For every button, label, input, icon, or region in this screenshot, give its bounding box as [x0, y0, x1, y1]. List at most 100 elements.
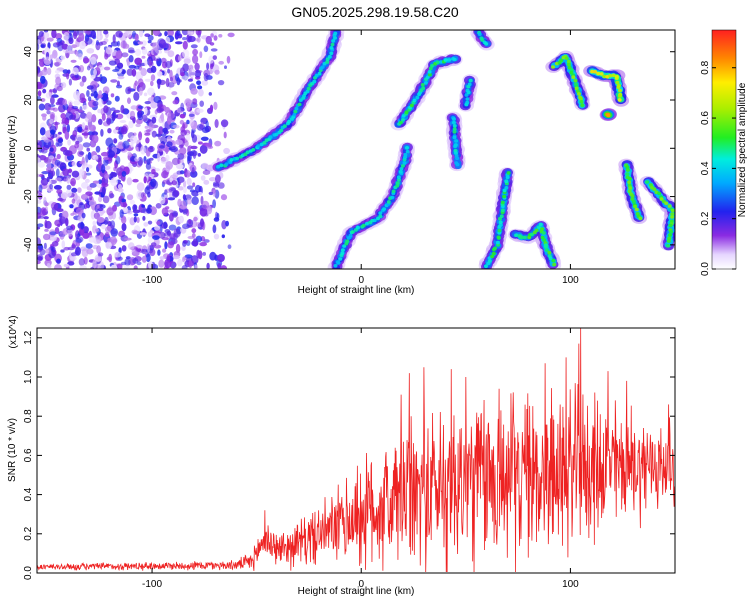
- noise-cell: [197, 153, 201, 157]
- noise-cell: [134, 156, 140, 162]
- noise-cell: [86, 48, 95, 54]
- noise-cell: [37, 215, 45, 219]
- track-cell: [497, 228, 502, 233]
- noise-cell: [122, 201, 127, 208]
- noise-cell: [37, 157, 41, 164]
- noise-cell: [214, 140, 222, 147]
- noise-cell: [214, 69, 220, 75]
- track-cell: [477, 32, 482, 37]
- noise-cell: [58, 131, 62, 135]
- noise-cell: [81, 122, 86, 130]
- noise-cell: [68, 78, 72, 86]
- noise-cell: [217, 182, 225, 189]
- track-cell: [606, 113, 611, 118]
- noise-cell: [227, 32, 235, 38]
- track-cell: [666, 239, 671, 243]
- track-cell: [345, 239, 350, 243]
- noise-cell: [127, 217, 131, 221]
- noise-cell: [125, 30, 132, 38]
- noise-cell: [40, 98, 46, 102]
- noise-cell: [79, 40, 86, 50]
- snr-xlabel: Height of straight line (km): [298, 586, 415, 597]
- noise-cell: [175, 73, 179, 82]
- noise-cell: [128, 49, 136, 54]
- track-cell: [666, 244, 671, 248]
- snr-ylabel: SNR (10 * v/v): [7, 418, 18, 482]
- noise-cell: [71, 187, 78, 193]
- noise-cell: [39, 127, 46, 136]
- noise-cell: [176, 30, 181, 37]
- noise-cell: [149, 206, 157, 216]
- noise-cell: [167, 197, 176, 201]
- snr-ytick-label: 1.2: [23, 330, 34, 344]
- noise-cell: [110, 172, 118, 178]
- noise-cell: [45, 92, 53, 99]
- noise-cell: [190, 145, 198, 150]
- noise-cell: [37, 43, 40, 51]
- noise-cell: [205, 142, 212, 148]
- noise-cell: [205, 35, 212, 45]
- track-cell: [452, 117, 456, 121]
- noise-cell: [192, 48, 199, 56]
- track-cell: [395, 181, 400, 185]
- noise-cell: [114, 95, 120, 102]
- noise-cell: [119, 165, 126, 172]
- noise-cell: [172, 255, 181, 260]
- noise-cell: [199, 242, 208, 247]
- noise-cell: [212, 224, 217, 234]
- noise-cell: [90, 30, 97, 39]
- noise-cell: [133, 265, 138, 269]
- noise-cell: [65, 111, 73, 121]
- noise-cell: [100, 151, 109, 157]
- noise-cell: [214, 119, 219, 128]
- heatmap-xtick-label: 100: [562, 275, 579, 286]
- noise-cell: [112, 69, 120, 72]
- noise-cell: [47, 42, 51, 50]
- track-cell: [618, 88, 622, 93]
- noise-cell: [160, 157, 168, 164]
- noise-cell: [143, 92, 148, 97]
- noise-cell: [60, 55, 66, 60]
- noise-cell: [78, 109, 83, 113]
- noise-cell: [110, 93, 115, 98]
- noise-cell: [194, 70, 202, 78]
- track-cell: [596, 71, 601, 76]
- track-cell: [423, 81, 428, 85]
- noise-cell: [102, 86, 110, 94]
- noise-cell: [54, 264, 62, 269]
- track-cell: [564, 56, 569, 61]
- track-cell: [625, 168, 630, 172]
- noise-cell: [138, 131, 143, 141]
- track-cell: [401, 118, 405, 122]
- noise-cell: [150, 80, 154, 87]
- noise-cell: [77, 187, 82, 193]
- noise-cell: [218, 34, 223, 38]
- track-cell: [376, 216, 380, 221]
- noise-cell: [182, 122, 188, 129]
- noise-cell: [110, 107, 116, 112]
- noise-cell: [75, 246, 81, 256]
- noise-cell: [213, 233, 220, 240]
- track-cell: [547, 250, 552, 255]
- noise-cell: [100, 92, 109, 102]
- noise-cell: [158, 145, 165, 149]
- noise-cell: [156, 220, 161, 226]
- noise-cell: [146, 129, 151, 133]
- track-cell: [667, 236, 672, 241]
- snr-xtick-label: 0: [358, 579, 364, 590]
- noise-cell: [88, 193, 93, 200]
- noise-cell: [61, 43, 69, 50]
- noise-cell: [141, 248, 148, 255]
- noise-cell: [97, 109, 102, 114]
- noise-cell: [78, 65, 85, 73]
- noise-cell: [157, 71, 163, 77]
- noise-cell: [193, 216, 198, 222]
- track-cell: [294, 106, 299, 111]
- noise-cell: [212, 182, 220, 188]
- noise-cell: [164, 197, 169, 204]
- track-cell: [452, 127, 457, 131]
- noise-cell: [164, 106, 171, 113]
- noise-cell: [86, 167, 90, 173]
- track-cell: [611, 73, 616, 78]
- noise-cell: [64, 130, 70, 140]
